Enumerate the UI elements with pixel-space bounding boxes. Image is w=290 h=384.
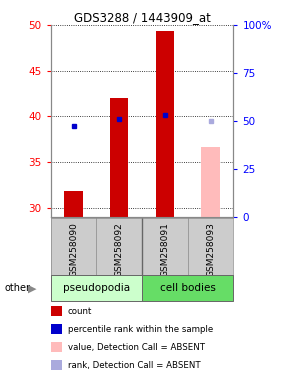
- Text: rank, Detection Call = ABSENT: rank, Detection Call = ABSENT: [68, 361, 200, 370]
- Text: GSM258090: GSM258090: [69, 222, 78, 277]
- Title: GDS3288 / 1443909_at: GDS3288 / 1443909_at: [74, 11, 211, 24]
- Text: cell bodies: cell bodies: [160, 283, 216, 293]
- Text: ▶: ▶: [28, 283, 37, 293]
- Text: GSM258091: GSM258091: [160, 222, 169, 277]
- Text: value, Detection Call = ABSENT: value, Detection Call = ABSENT: [68, 343, 204, 352]
- Bar: [156, 31, 174, 217]
- Text: percentile rank within the sample: percentile rank within the sample: [68, 324, 213, 334]
- Bar: [64, 191, 83, 217]
- Text: other: other: [4, 283, 30, 293]
- Text: count: count: [68, 306, 92, 316]
- Bar: [142, 275, 233, 301]
- Bar: [51, 275, 142, 301]
- Text: pseudopodia: pseudopodia: [63, 283, 130, 293]
- Bar: [110, 98, 128, 217]
- Bar: [202, 147, 220, 217]
- Text: GSM258093: GSM258093: [206, 222, 215, 277]
- Text: GSM258092: GSM258092: [115, 222, 124, 277]
